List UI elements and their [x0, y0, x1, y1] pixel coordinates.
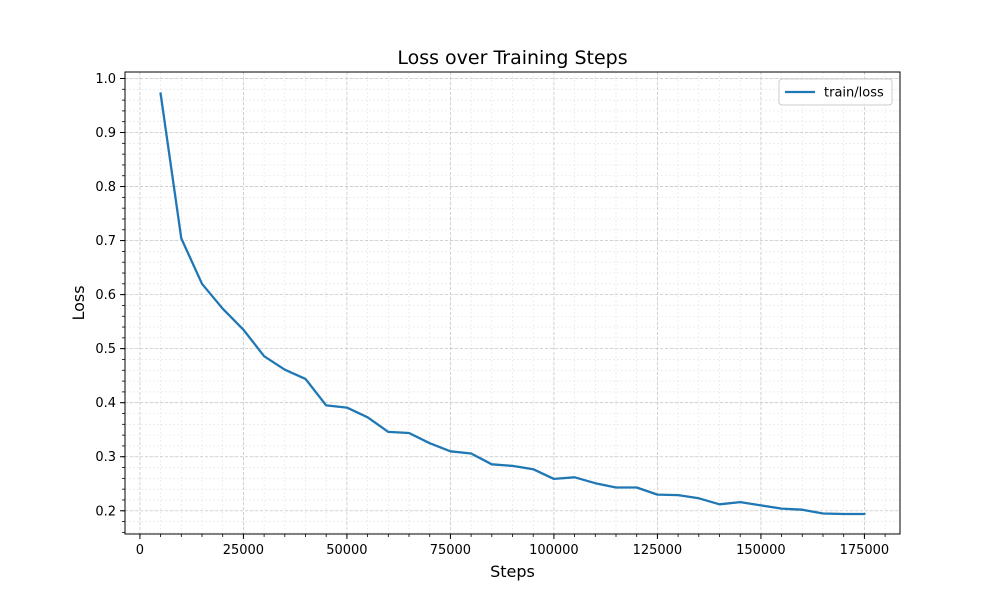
x-tick-label: 50000 [326, 543, 367, 558]
y-axis-title: Loss [69, 285, 88, 320]
chart-title: Loss over Training Steps [397, 47, 627, 69]
legend-label: train/loss [824, 86, 884, 101]
y-tick-label: 0.5 [95, 342, 116, 357]
y-tick-label: 1.0 [95, 72, 116, 87]
x-tick-label: 125000 [633, 543, 683, 558]
grid [125, 72, 900, 534]
y-tick-label: 0.2 [95, 504, 116, 519]
x-tick-label: 150000 [736, 543, 786, 558]
x-tick-label: 100000 [529, 543, 579, 558]
x-tick-label: 75000 [430, 543, 471, 558]
series-lines [159, 92, 866, 516]
legend-box [778, 78, 893, 106]
x-tick-label: 175000 [840, 543, 890, 558]
series-line-train-loss [159, 92, 866, 516]
y-tick-label: 0.6 [95, 288, 116, 303]
y-tick-label: 0.4 [95, 396, 116, 411]
y-tick-label: 0.9 [95, 126, 116, 141]
plot-frame [124, 71, 901, 535]
x-tick-label: 25000 [223, 543, 264, 558]
y-tick-label: 0.8 [95, 180, 116, 195]
legend: train/loss [778, 78, 893, 106]
y-tick-label: 0.3 [95, 450, 116, 465]
y-tick-label: 0.7 [95, 234, 116, 249]
axis-ticks: 0 25000 50000 75000 100000 125000 150000 175000… [95, 72, 889, 558]
x-tick-label: 0 [136, 543, 144, 558]
x-axis-title: Steps [490, 562, 535, 581]
